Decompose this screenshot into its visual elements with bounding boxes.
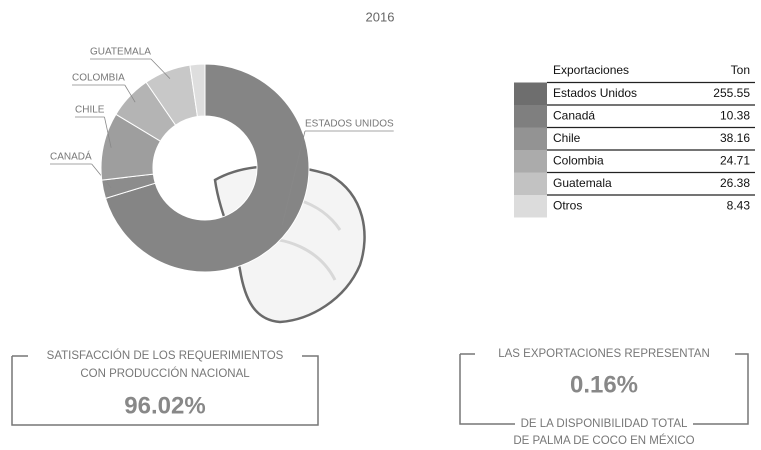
donut-segment [189, 63, 206, 118]
table-cell: Guatemala [553, 176, 612, 190]
box-text: DE PALMA DE COCO EN MÉXICO [513, 434, 694, 447]
table-cell: Canadá [553, 108, 595, 122]
segment-label: GUATEMALA [90, 47, 151, 58]
box-text: LAS EXPORTACIONES REPRESENTAN [498, 348, 710, 360]
right-box: LAS EXPORTACIONES REPRESENTAN 0.16% DE L… [459, 344, 749, 447]
table-cell: 10.38 [720, 108, 750, 122]
table-cell: Colombia [553, 153, 604, 167]
segment-label: COLOMBIA [72, 73, 125, 84]
chart-title: 2016 [366, 9, 395, 24]
leader-line [281, 130, 306, 226]
segment-label: CANADÁ [50, 150, 92, 163]
table-swatch [514, 150, 547, 173]
table-cell: 38.16 [720, 131, 750, 145]
table: Exportaciones Ton Estados Unidos 255.55 Cana… [514, 63, 755, 218]
table-cell: Otros [553, 198, 582, 212]
box-gap [475, 344, 735, 364]
table-header: Exportaciones [553, 63, 629, 77]
leader-line [104, 116, 112, 148]
table-swatch [514, 105, 547, 128]
leader-line [124, 84, 136, 103]
box-gap [515, 414, 693, 434]
leader-line [150, 58, 171, 79]
box-text: CON PRODUCCIÓN NACIONAL [80, 367, 250, 380]
table-swatch [514, 82, 547, 105]
table-swatch [514, 127, 547, 150]
box-text: SATISFACCIÓN DE LOS REQUERIMIENTOS [47, 349, 284, 362]
table-header: Ton [731, 63, 750, 77]
segment-label: CHILE [75, 105, 105, 116]
table-cell: Estados Unidos [553, 86, 637, 100]
box-gap [28, 346, 302, 366]
table-cell: 255.55 [713, 86, 750, 100]
box-value: 96.02% [124, 392, 205, 419]
table-cell: 26.38 [720, 176, 750, 190]
table-cell: Chile [553, 131, 581, 145]
donut: ESTADOS UNIDOS CANADÁ CHILE COLOMBIA GUATEMA… [50, 47, 394, 273]
table-swatch [514, 172, 547, 195]
box-value: 0.16% [570, 371, 638, 398]
left-box: SATISFACCIÓN DE LOS REQUERIMIENTOS CON P… [11, 346, 319, 426]
table-cell: 24.71 [720, 153, 750, 167]
segment-label: ESTADOS UNIDOS [305, 119, 394, 130]
table-swatch [514, 195, 547, 218]
table-cell: 8.43 [727, 198, 751, 212]
box-text: DE LA DISPONIBILIDAD TOTAL [521, 418, 688, 430]
